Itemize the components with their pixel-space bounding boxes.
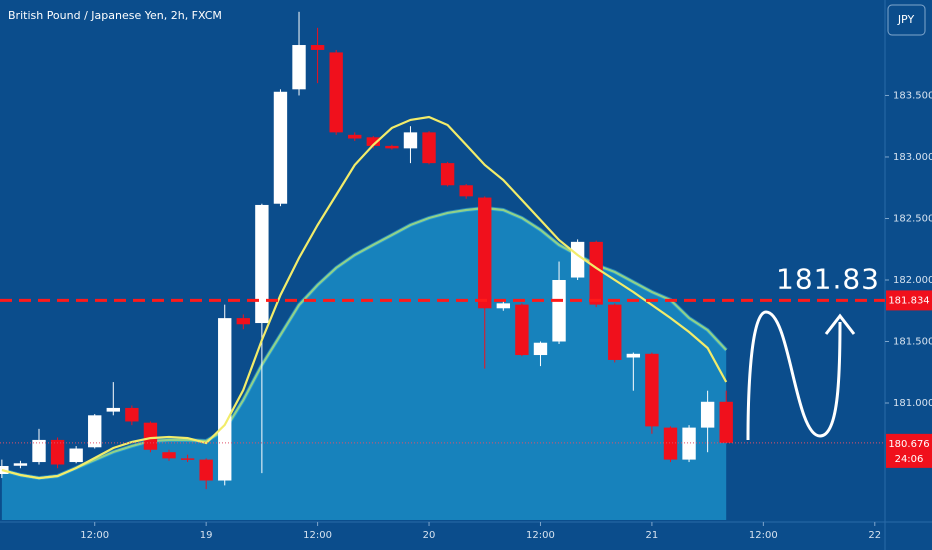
candle-body: [292, 45, 306, 90]
arrow-head: [824, 313, 856, 335]
y-tick-label: 183.000: [893, 152, 932, 163]
candle-body: [13, 463, 28, 466]
x-tick-label: 12:00: [80, 530, 109, 541]
currency-label[interactable]: JPY: [897, 13, 915, 26]
candle-body: [422, 132, 436, 164]
y-tick-label: 181.500: [893, 336, 932, 347]
level-annotation: 181.83: [776, 262, 880, 295]
y-tick-label: 182.500: [893, 213, 932, 224]
candle-body: [459, 185, 473, 197]
candle-body: [700, 401, 715, 428]
candle-body: [626, 353, 641, 358]
candle-body: [663, 427, 678, 460]
candle-body: [496, 303, 511, 309]
chart-title: British Pound / Japanese Yen, 2h, FXCM: [8, 9, 222, 22]
x-tick-label: 12:00: [303, 530, 332, 541]
candle-body: [329, 52, 343, 133]
candle-body: [719, 401, 733, 443]
x-tick-label: 20: [423, 530, 436, 541]
last-price-box: [886, 433, 932, 468]
currency-button[interactable]: [887, 4, 926, 36]
candle-body: [478, 197, 492, 309]
candle-body: [50, 439, 65, 465]
candle-body: [255, 204, 269, 324]
candle-body: [273, 91, 288, 204]
candle-body: [645, 353, 659, 427]
last-price-label: 180.676: [888, 439, 929, 450]
candle-body: [403, 132, 418, 149]
plot-area: [0, 11, 733, 520]
candle-body: [310, 45, 325, 50]
level-price-label: 181.834: [888, 295, 929, 306]
candle-body: [440, 163, 455, 186]
level-price-box: [886, 290, 932, 311]
candle-body: [608, 304, 622, 360]
candle-body: [236, 318, 250, 325]
x-tick-label: 12:00: [749, 530, 778, 541]
y-tick-label: 183.500: [893, 90, 932, 101]
candle-body: [533, 342, 548, 356]
x-tick-label: 21: [646, 530, 659, 541]
x-tick-label: 19: [200, 530, 213, 541]
candle-body: [88, 415, 102, 448]
ma-line: [1, 115, 728, 480]
x-tick-label: 22: [868, 530, 881, 541]
candle-body: [162, 452, 176, 459]
candle-body: [69, 448, 83, 463]
candle-body: [143, 422, 158, 450]
candle-body: [385, 145, 399, 149]
candle-body: [682, 427, 696, 460]
candle-body: [125, 407, 139, 422]
projection-arrow: [746, 310, 842, 441]
y-tick-label: 181.000: [893, 398, 932, 409]
candle-body: [552, 279, 566, 342]
x-tick-label: 12:00: [526, 530, 555, 541]
candle-body: [589, 241, 603, 305]
candle-body: [515, 304, 529, 356]
candle-body: [106, 407, 120, 412]
candle-body: [570, 241, 585, 278]
candle-body: [218, 318, 232, 481]
candle-body: [180, 458, 195, 460]
candle-body: [199, 459, 213, 481]
countdown-label: 24:06: [895, 454, 924, 465]
candle-body: [366, 137, 381, 146]
y-tick-label: 182.000: [893, 275, 932, 286]
ma-line: [1, 206, 728, 480]
candle-body: [348, 134, 362, 139]
candle-body: [32, 439, 46, 463]
